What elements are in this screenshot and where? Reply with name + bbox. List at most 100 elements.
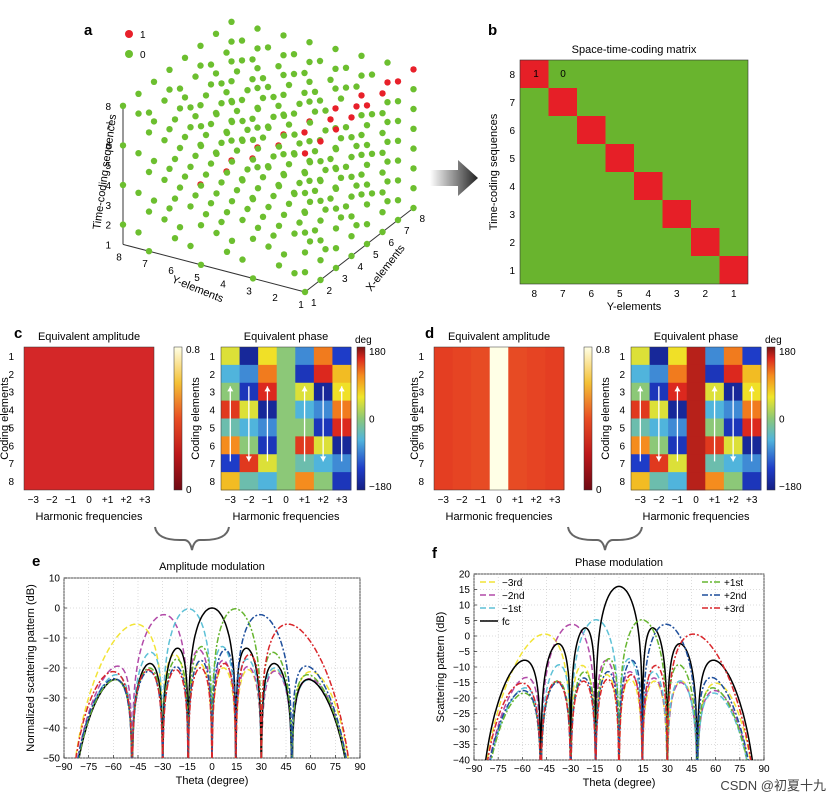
lattice-z-tick: 8: [105, 102, 111, 113]
panel-f-phase-plot: Phase modulation −90 −75 −60 −45 −30 −15 0 15 30 4…: [435, 557, 770, 789]
lattice-dot: [322, 166, 329, 174]
lattice-dot: [249, 115, 256, 123]
lattice-dot: [291, 151, 298, 158]
lattice-dot: [197, 42, 204, 49]
phase-col-tick: +2: [317, 495, 329, 506]
y-tick-label: −40: [43, 724, 60, 735]
lattice-dot: [306, 58, 313, 66]
phase-arrowhead: [264, 386, 271, 392]
matrix-col-tick: 3: [674, 289, 680, 300]
lattice-dot: [249, 56, 256, 63]
series-line: [75, 623, 350, 758]
lattice-dot: [145, 129, 153, 136]
lattice-dot: [311, 88, 319, 96]
phase-cell: [686, 436, 706, 455]
lattice-dot: [384, 178, 391, 185]
lattice-dot: [332, 65, 339, 73]
lattice-dot: [135, 90, 142, 98]
phase-cell: [723, 364, 743, 384]
lattice-dot: [192, 73, 199, 80]
lattice-z-label: Time-coding sequences: [91, 113, 119, 230]
amp-col-tick: −2: [456, 495, 468, 506]
lattice-dot: [306, 119, 314, 126]
phase-cell: [258, 472, 278, 491]
phase-col-tick: 0: [283, 495, 289, 506]
y-tick-label: 0: [54, 604, 60, 615]
phase-row-tick: 1: [619, 352, 625, 363]
panel-d-heatmaps: Equivalent amplitude 1 2 3 4 5 6 7 8 −3 −2 −1 0 +1 +2 +…: [409, 331, 802, 523]
series-line: [486, 633, 752, 760]
matrix-cell-label-zero: 0: [560, 69, 566, 80]
matrix-row-tick: 6: [509, 126, 515, 137]
series-line: [74, 623, 349, 758]
phase-row-tick: 5: [619, 423, 625, 434]
series-line: [77, 613, 347, 758]
lattice-dot: [327, 116, 334, 123]
lattice-dot: [150, 78, 158, 86]
plot-curves: [484, 585, 754, 760]
lattice-dot: [228, 58, 235, 65]
x-tick-label: 30: [662, 764, 674, 775]
lattice-dot: [181, 54, 189, 61]
lattice-dot: [306, 198, 314, 205]
lattice-dot: [410, 125, 417, 132]
lattice-dot: [228, 237, 236, 244]
lattice-dot: [337, 214, 345, 221]
phase-arrowhead: [301, 386, 308, 392]
lattice-dot: [296, 140, 303, 147]
phase-cell: [276, 418, 296, 437]
lattice-dot: [363, 221, 371, 228]
amp-cell: [489, 347, 509, 490]
lattice-dot: [254, 185, 262, 192]
lattice-dot: [264, 44, 272, 51]
lattice-dot: [212, 30, 220, 37]
lattice-dot: [197, 182, 205, 189]
lattice-dot: [410, 66, 417, 73]
matrix-row-tick: 2: [509, 238, 515, 249]
phase-col-tick: 0: [693, 495, 699, 506]
lattice-dot: [358, 171, 365, 178]
lattice-dot: [301, 249, 309, 256]
lattice-dot: [379, 129, 386, 137]
lattice-dot: [254, 124, 261, 131]
lattice-dot: [254, 25, 261, 32]
lattice-dot: [358, 92, 365, 99]
lattice-dot: [301, 229, 309, 236]
lattice-dot: [233, 68, 241, 75]
lattice-dot: [218, 80, 225, 87]
lattice-dot: [145, 248, 153, 255]
lattice-dot: [394, 117, 402, 125]
y-axis-label: Normalized scattering pattern (dB): [25, 584, 37, 752]
lattice-dot: [264, 83, 272, 91]
phase-cell: [295, 364, 315, 384]
lattice-dot: [135, 150, 142, 157]
lattice-dot: [192, 113, 199, 120]
y-axis-label: Scattering pattern (dB): [435, 612, 447, 723]
lattice-dot: [348, 213, 355, 220]
lattice-dot: [363, 122, 371, 129]
amp-row-tick: 3: [418, 388, 424, 399]
x-tick-label: −45: [130, 762, 147, 773]
lattice-x-tick: 1: [311, 298, 317, 309]
lattice-dot: [368, 190, 376, 197]
panel-label-f: f: [432, 545, 438, 562]
lattice-dot: [358, 72, 365, 79]
lattice-dot: [317, 177, 324, 185]
lattice-dot: [181, 173, 189, 180]
phase-cell: [705, 472, 725, 491]
y-tick-label: −25: [453, 709, 470, 720]
lattice-dot: [410, 86, 417, 93]
phase-cell: [668, 347, 688, 366]
watermark: CSDN @初夏十九: [720, 778, 826, 793]
lattice-dot: [306, 177, 313, 184]
lattice-dot: [218, 218, 225, 226]
legend-label: +3rd: [724, 604, 744, 615]
lattice-dot: [197, 62, 204, 69]
lattice-dot: [176, 105, 184, 112]
lattice-dot: [280, 251, 288, 258]
lattice-dot: [379, 90, 386, 97]
amp-frame: [23, 346, 155, 491]
lattice-dot: [363, 141, 371, 149]
matrix-col-tick: 6: [588, 289, 594, 300]
y-tick-label: −50: [43, 754, 60, 765]
